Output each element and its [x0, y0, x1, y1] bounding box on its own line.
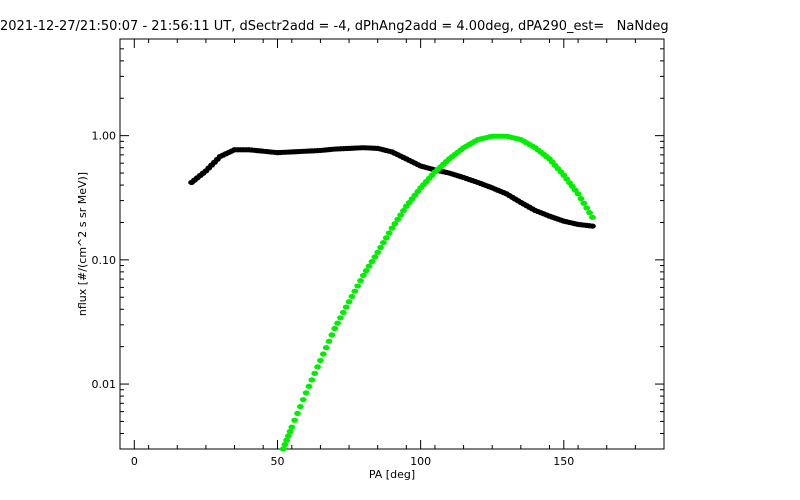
- series-marker: [328, 332, 336, 338]
- series-marker: [334, 320, 341, 326]
- series-2: [279, 133, 596, 452]
- series-marker: [348, 293, 356, 300]
- series-layer: [188, 133, 596, 452]
- series-marker: [580, 200, 588, 206]
- series-marker: [385, 230, 393, 236]
- series-marker: [286, 428, 294, 435]
- y-tick-label: 0.01: [92, 378, 117, 391]
- series-marker: [357, 278, 364, 284]
- series-marker: [281, 442, 289, 448]
- series-marker: [377, 244, 384, 251]
- series-marker: [351, 288, 359, 294]
- x-tick-label: 50: [270, 455, 284, 468]
- series-marker: [586, 210, 593, 216]
- axis-labels: PA [deg] nflux [#/(cm^2 s sr MeV)]: [76, 172, 415, 481]
- x-axis-label: PA [deg]: [369, 468, 415, 481]
- series-marker: [311, 370, 319, 376]
- series-marker: [400, 208, 407, 214]
- data-point: [589, 223, 596, 229]
- y-tick-label: 0.10: [92, 254, 117, 267]
- data-point: [279, 446, 287, 452]
- series-marker: [337, 315, 344, 321]
- series-marker: [365, 263, 373, 269]
- series-marker: [339, 309, 347, 316]
- data-point: [317, 357, 324, 364]
- series-marker: [294, 410, 301, 417]
- axis-ticks: 0 50 100 150 0.01 0.10 1.00: [92, 38, 665, 468]
- series-marker: [354, 283, 362, 289]
- series-1: [188, 145, 596, 229]
- series-marker: [583, 205, 591, 211]
- series-marker: [296, 403, 304, 410]
- plot-title: 2021-12-27/21:50:07 - 21:56:11 UT, dSect…: [0, 19, 669, 34]
- data-point: [331, 325, 339, 332]
- series-marker: [308, 377, 316, 383]
- plot-frame: [119, 38, 665, 450]
- series-marker: [380, 240, 387, 246]
- x-tick-label: 100: [410, 455, 431, 468]
- series-marker: [299, 397, 307, 403]
- series-marker: [391, 221, 399, 227]
- data-point: [302, 390, 310, 396]
- series-marker: [305, 383, 313, 389]
- data-point: [388, 225, 396, 231]
- series-marker: [577, 195, 585, 202]
- x-tick-label: 0: [131, 455, 138, 468]
- y-tick-label: 1.00: [92, 130, 117, 143]
- data-point: [589, 214, 596, 220]
- series-marker: [284, 433, 292, 439]
- data-point: [288, 424, 296, 430]
- y-axis-label: nflux [#/(cm^2 s sr MeV)]: [76, 172, 89, 316]
- series-marker: [397, 212, 404, 218]
- series-marker: [319, 351, 327, 357]
- series-marker: [371, 254, 379, 260]
- data-point: [359, 272, 367, 278]
- series-marker: [322, 345, 330, 351]
- x-tick-label: 150: [553, 455, 574, 468]
- series-marker: [342, 304, 350, 310]
- data-point: [345, 299, 353, 305]
- series-marker: [394, 216, 402, 222]
- series-marker: [283, 437, 291, 443]
- series-marker: [314, 364, 321, 370]
- series-marker: [325, 338, 333, 344]
- data-point: [574, 191, 582, 197]
- series-marker: [291, 417, 299, 423]
- series-marker: [382, 235, 390, 241]
- data-point: [374, 249, 382, 255]
- series-marker: [368, 258, 376, 265]
- series-marker: [362, 268, 370, 274]
